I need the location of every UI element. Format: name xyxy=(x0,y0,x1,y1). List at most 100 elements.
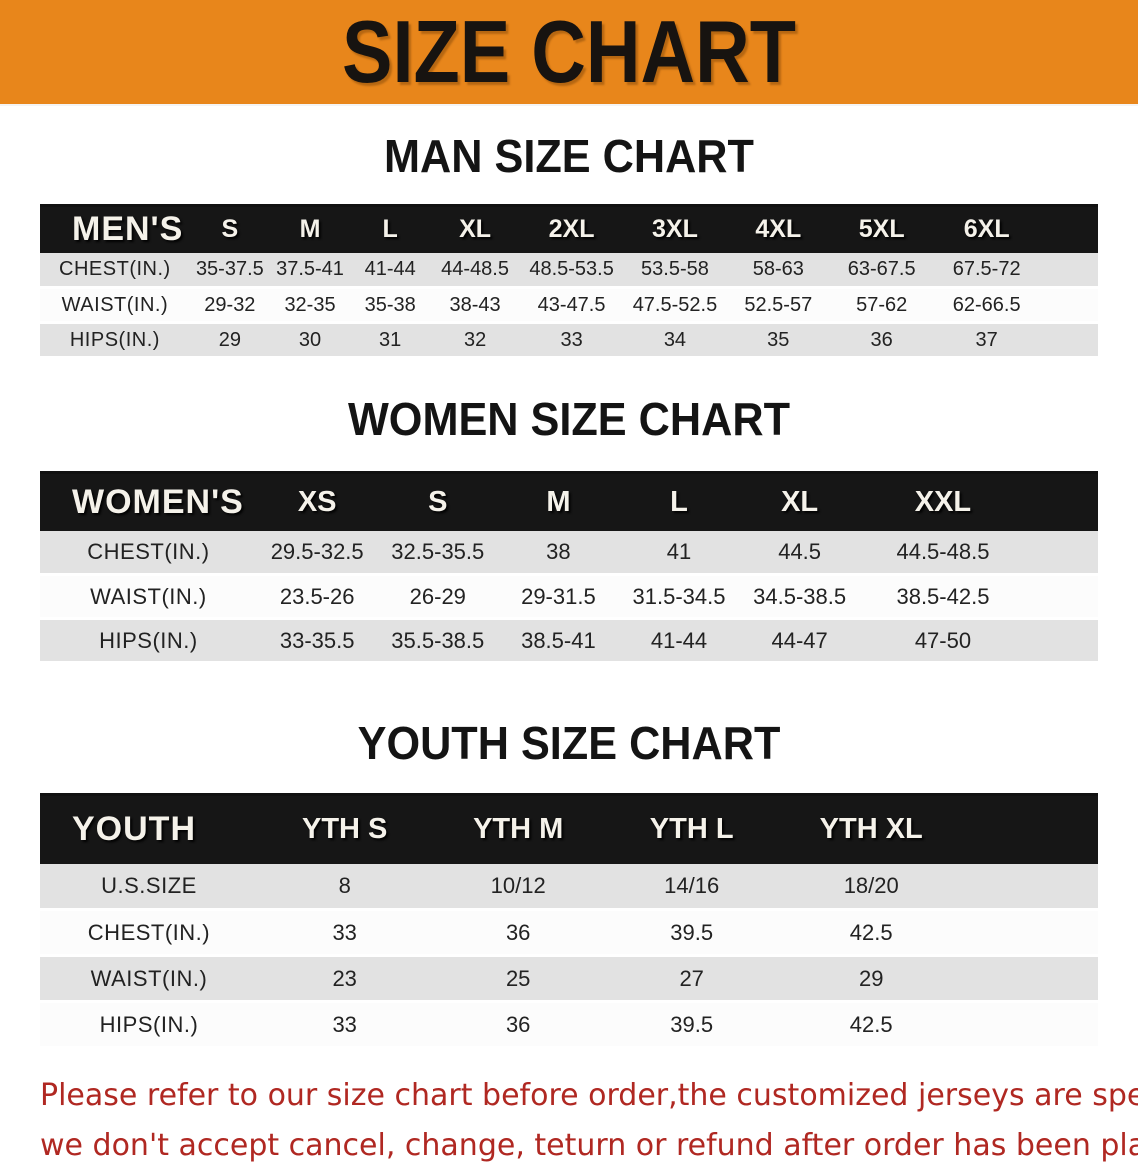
size-value-cell: 33 xyxy=(257,909,432,957)
size-value-cell: 30 xyxy=(269,322,351,359)
row-label: CHEST(IN.) xyxy=(40,530,257,576)
column-header: YTH S xyxy=(301,813,388,846)
size-value-cell: 31.5-34.5 xyxy=(618,574,740,620)
table-row: WAIST(IN.) 29-32 32-35 35-38 38-43 43-47.5 47.… xyxy=(40,287,1098,324)
table-row: WAIST(IN.) 23 25 27 29 xyxy=(40,955,1098,1003)
size-value-cell: 37.5-41 xyxy=(269,252,351,289)
table-row: U.S.SIZE 8 10/12 14/16 18/20 xyxy=(40,863,1098,911)
size-value-cell: 36 xyxy=(431,909,605,957)
size-value-cell: 35-38 xyxy=(350,287,431,324)
size-value-cell: 38-43 xyxy=(430,287,520,324)
men-section-title: MAN SIZE CHART xyxy=(384,130,754,182)
size-value-cell: 43-47.5 xyxy=(519,287,624,324)
size-value-cell: 32.5-35.5 xyxy=(377,530,499,576)
size-value-cell: 32-35 xyxy=(269,287,351,324)
size-value-cell: 23.5-26 xyxy=(256,574,378,620)
column-header: M xyxy=(299,215,321,244)
size-value-cell: 44-47 xyxy=(739,618,860,664)
size-value-cell: 32 xyxy=(430,322,520,359)
column-header: 3XL xyxy=(652,215,698,244)
youth-size-table: YOUTH YTH S YTH M YTH L YTH XL U.S.SIZE 8 10/12… xyxy=(40,793,1098,1049)
table-group-label: MEN'S xyxy=(72,210,184,249)
youth-section-title: YOUTH SIZE CHART xyxy=(357,717,781,769)
size-value-cell: 23 xyxy=(257,955,432,1003)
size-value-cell: 34.5-38.5 xyxy=(739,574,860,620)
section-women: WOMEN SIZE CHART WOMEN'S XS S M L XL XXL CHEST(… xyxy=(0,396,1138,664)
row-label: HIPS(IN.) xyxy=(40,1001,258,1049)
column-header: 2XL xyxy=(548,215,595,244)
section-men: MAN SIZE CHART MEN'S S M L XL 2XL 3XL 4XL 5XL 6XL… xyxy=(0,133,1138,359)
column-header: L xyxy=(670,485,688,518)
table-row: HIPS(IN.) 29 30 31 32 33 34 35 36 37 xyxy=(40,322,1098,359)
women-section-title: WOMEN SIZE CHART xyxy=(347,393,790,445)
size-value-cell: 31 xyxy=(350,322,431,359)
size-value-cell: 33 xyxy=(257,1001,432,1049)
content: MAN SIZE CHART MEN'S S M L XL 2XL 3XL 4XL 5XL 6XL… xyxy=(0,133,1138,1049)
notice-line-1: Please refer to our size chart before or… xyxy=(40,1078,1138,1113)
section-youth: YOUTH SIZE CHART YOUTH YTH S YTH M YTH L YTH… xyxy=(0,720,1138,1049)
footer-notice: Please refer to our size chart before or… xyxy=(40,1071,1138,1171)
column-header: XS xyxy=(297,485,337,518)
size-value-cell: 29.5-32.5 xyxy=(256,530,378,576)
size-value-cell: 47.5-52.5 xyxy=(623,287,727,324)
size-value-cell: 44.5 xyxy=(739,530,860,576)
page-title: SIZE CHART xyxy=(341,2,797,101)
column-header: 4XL xyxy=(755,215,802,244)
men-size-table: MEN'S S M L XL 2XL 3XL 4XL 5XL 6XL CHEST(IN.) 35-37… xyxy=(40,204,1098,359)
table-row: HIPS(IN.) 33 36 39.5 42.5 xyxy=(40,1001,1098,1049)
size-value-cell: 35 xyxy=(726,322,830,359)
size-value-cell: 18/20 xyxy=(778,863,1098,911)
size-value-cell: 10/12 xyxy=(431,863,605,911)
row-label: CHEST(IN.) xyxy=(40,252,190,289)
table-header-row: YOUTH YTH S YTH M YTH L YTH XL xyxy=(40,794,1098,864)
size-value-cell: 14/16 xyxy=(604,863,779,911)
size-value-cell: 48.5-53.5 xyxy=(519,252,624,289)
size-value-cell: 41 xyxy=(618,530,740,576)
size-value-cell: 34 xyxy=(623,322,727,359)
table-group-label: YOUTH xyxy=(72,810,196,849)
size-value-cell: 67.5-72 xyxy=(933,252,1098,289)
size-value-cell: 35.5-38.5 xyxy=(377,618,499,664)
column-header: YTH XL xyxy=(819,813,923,846)
table-row: WAIST(IN.) 23.5-26 26-29 29-31.5 31.5-34.5 34… xyxy=(40,574,1098,620)
table-header-row: WOMEN'S XS S M L XL XXL xyxy=(40,472,1098,531)
size-value-cell: 29 xyxy=(778,955,1098,1003)
row-label: HIPS(IN.) xyxy=(40,618,257,664)
row-label: HIPS(IN.) xyxy=(40,322,190,359)
column-header: S xyxy=(221,215,239,244)
size-value-cell: 39.5 xyxy=(604,909,779,957)
row-label: CHEST(IN.) xyxy=(40,909,258,957)
women-size-table: WOMEN'S XS S M L XL XXL CHEST(IN.) 29.5-32.5 32.5… xyxy=(40,471,1098,664)
table-header-row: MEN'S S M L XL 2XL 3XL 4XL 5XL 6XL xyxy=(40,205,1098,253)
size-value-cell: 38 xyxy=(498,530,619,576)
row-label: WAIST(IN.) xyxy=(40,955,258,1003)
table-group-label: WOMEN'S xyxy=(72,482,244,521)
size-value-cell: 36 xyxy=(829,322,934,359)
column-header: YTH M xyxy=(473,813,564,846)
column-header: M xyxy=(546,485,571,518)
table-row: HIPS(IN.) 33-35.5 35.5-38.5 38.5-41 41-44 44-… xyxy=(40,618,1098,664)
size-value-cell: 39.5 xyxy=(604,1001,779,1049)
size-value-cell: 35-37.5 xyxy=(189,252,270,289)
column-header: XL xyxy=(459,215,492,244)
banner: SIZE CHART xyxy=(0,0,1138,106)
column-header: XXL xyxy=(914,485,972,518)
column-header: L xyxy=(382,215,398,244)
size-value-cell: 57-62 xyxy=(829,287,934,324)
column-header: XL xyxy=(781,485,819,518)
size-value-cell: 41-44 xyxy=(350,252,431,289)
row-label: WAIST(IN.) xyxy=(40,287,190,324)
size-value-cell: 29-32 xyxy=(189,287,270,324)
size-value-cell: 41-44 xyxy=(618,618,740,664)
size-value-cell: 27 xyxy=(604,955,779,1003)
size-value-cell: 62-66.5 xyxy=(933,287,1098,324)
size-value-cell: 44.5-48.5 xyxy=(859,530,1098,576)
row-label: WAIST(IN.) xyxy=(40,574,257,620)
size-value-cell: 37 xyxy=(933,322,1098,359)
notice-line-2: we don't accept cancel, change, teturn o… xyxy=(40,1128,1138,1163)
column-header: YTH L xyxy=(649,813,734,846)
size-value-cell: 36 xyxy=(431,1001,605,1049)
column-header: S xyxy=(428,485,448,518)
size-value-cell: 42.5 xyxy=(778,909,1098,957)
